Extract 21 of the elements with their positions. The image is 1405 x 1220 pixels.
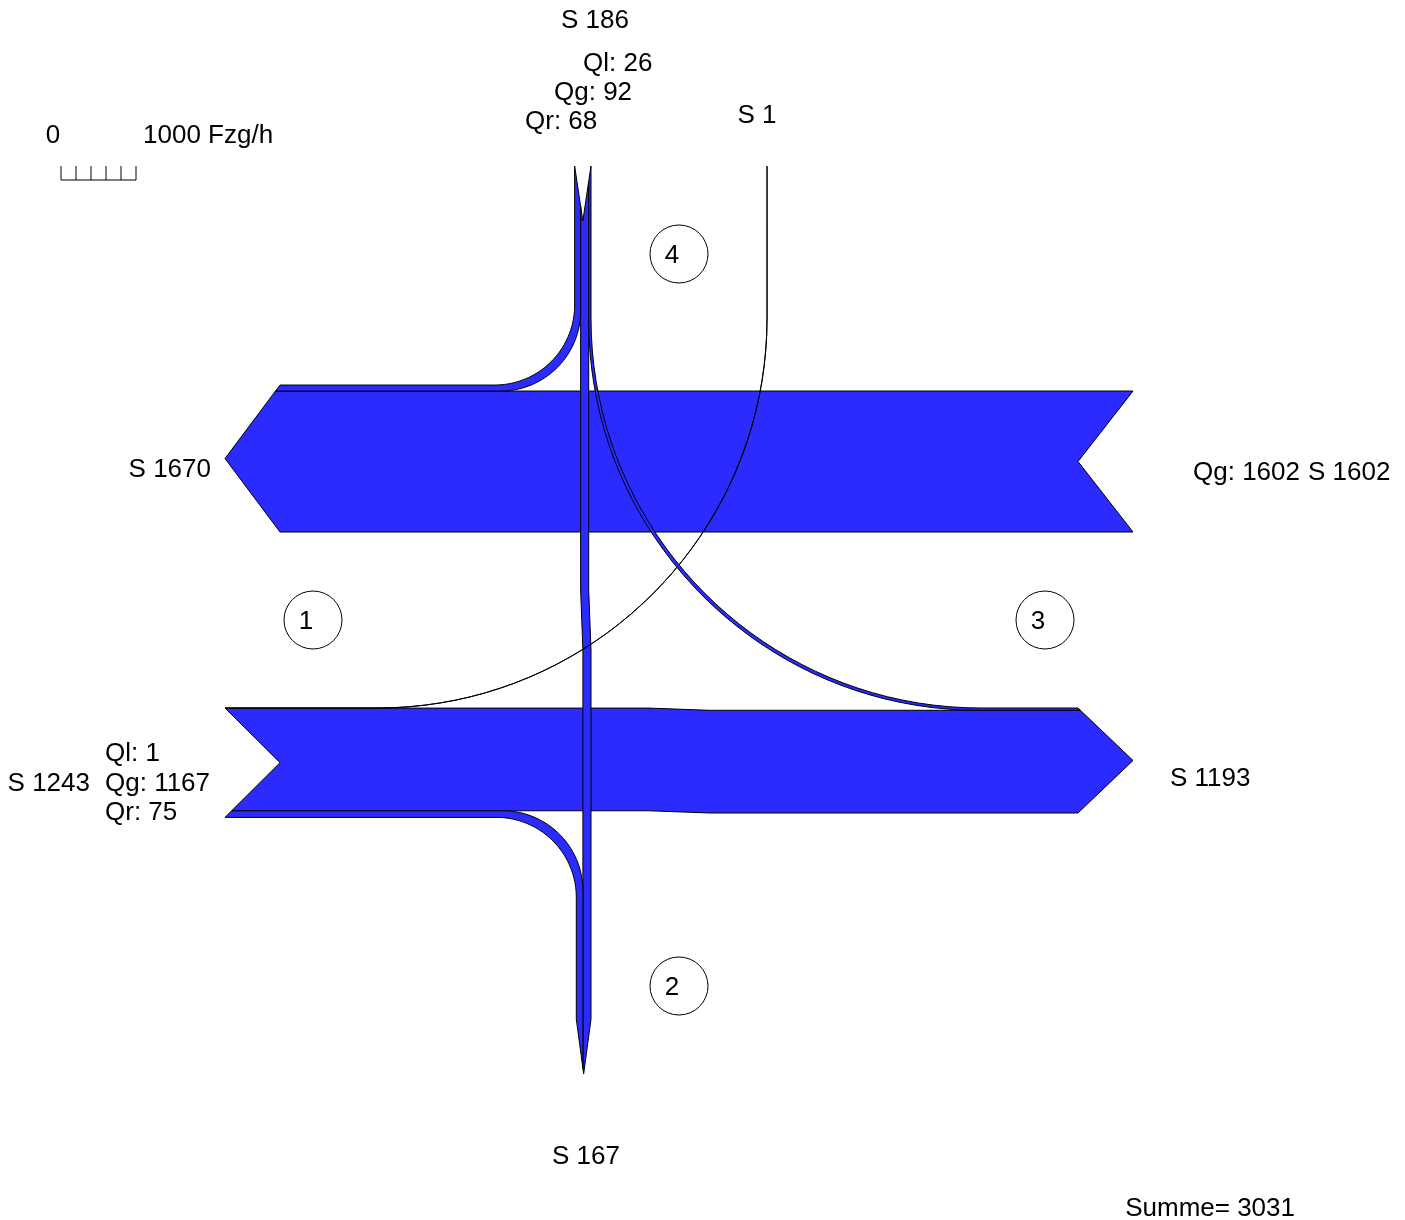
text: Summe= 3031 — [1125, 1192, 1295, 1220]
category-label: 3 — [1030, 605, 1046, 635]
text: S 186 — [561, 4, 629, 34]
text: S 1602 — [1308, 456, 1391, 486]
text: S 167 — [552, 1140, 620, 1170]
data-label: Qg: 1167 — [105, 767, 211, 797]
text: S 1670 — [128, 453, 211, 483]
text: S 1193 — [1170, 762, 1251, 792]
text: 1000 Fzg/h — [143, 119, 274, 149]
category-label: 4 — [664, 239, 680, 269]
data-label: Qr: 75 — [105, 796, 178, 826]
text: 0 — [45, 119, 61, 149]
data-label: Qr: 68 — [525, 105, 598, 135]
data-label: Ql: 26 — [583, 47, 653, 77]
category-label: 1 — [298, 605, 314, 635]
data-label: Qg: 1602 — [1193, 456, 1300, 486]
data-label: Qg: 92 — [554, 76, 633, 106]
text: S 1 — [737, 99, 777, 129]
category-label: 2 — [664, 971, 680, 1001]
data-label: Ql: 1 — [105, 737, 160, 767]
text: S 1243 — [7, 767, 90, 797]
